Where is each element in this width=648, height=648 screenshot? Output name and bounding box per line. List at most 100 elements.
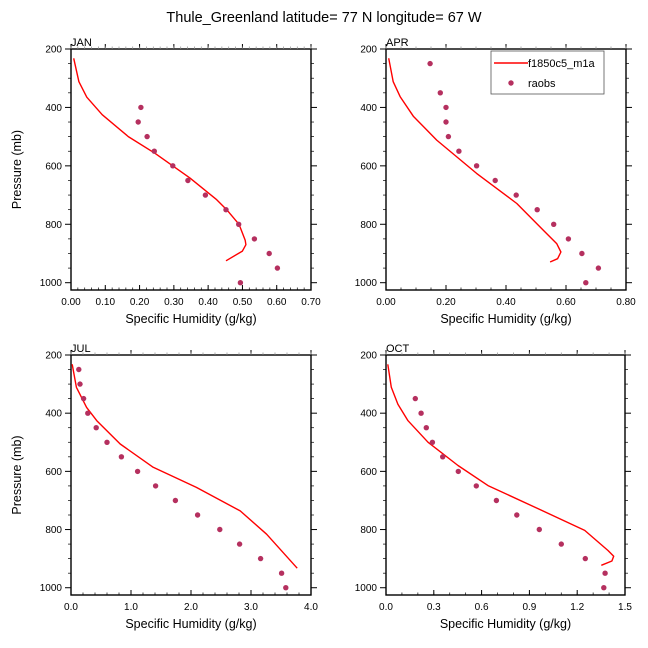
x-tick-label: 0.0 — [379, 602, 393, 613]
y-tick-label: 600 — [45, 467, 62, 478]
x-tick-label: 2.0 — [184, 602, 198, 613]
raobs-point — [223, 207, 229, 213]
raobs-point — [456, 148, 462, 154]
raobs-point — [185, 177, 191, 184]
raobs-point — [274, 265, 281, 271]
raobs-point — [172, 497, 179, 504]
raobs-point — [445, 133, 452, 140]
x-tick-label: 0.40 — [198, 297, 218, 308]
raobs-point — [104, 439, 110, 445]
panel-oct: OCT 0.0 0.3 0.6 0.9 1.2 1.5 200 400 600 800 1000 Spe… — [355, 343, 633, 631]
y-tick-label: 200 — [45, 351, 62, 362]
raobs-point — [582, 555, 588, 562]
y-tick-label: 600 — [45, 161, 62, 172]
x-tick-label: 0.9 — [522, 602, 536, 613]
raobs-point — [440, 454, 446, 460]
raobs-point — [423, 425, 429, 431]
raobs-point — [251, 236, 258, 242]
panel-label: OCT — [386, 343, 410, 355]
x-tick-label: 0.0 — [64, 602, 78, 613]
raobs-point — [601, 585, 607, 591]
raobs-point — [514, 512, 520, 518]
y-tick-label: 800 — [360, 220, 377, 231]
raobs-point — [534, 207, 540, 213]
raobs-point — [427, 60, 433, 67]
x-tick-label: 1.0 — [124, 602, 138, 613]
panel-apr: APR 0.00 0.20 0.40 0.60 0.80 200 400 600 800 1000 S… — [355, 37, 636, 326]
x-axis-label: Specific Humidity (g/kg) — [440, 312, 571, 326]
raobs-point — [595, 265, 602, 271]
raobs-point — [513, 192, 519, 198]
figure-title: Thule_Greenland latitude= 77 N longitude… — [166, 10, 481, 26]
y-tick-label: 600 — [360, 467, 377, 478]
y-tick-label: 400 — [360, 103, 377, 114]
panel-label: JUL — [71, 343, 91, 355]
panel-jan: JAN 0.00 0.10 0.20 0.30 0.40 0.50 0.60 0.70 200 40… — [10, 37, 321, 326]
y-tick-label: 1000 — [40, 583, 63, 594]
raobs-point — [134, 468, 141, 475]
raobs-point — [429, 439, 436, 445]
x-tick-label: 0.50 — [233, 297, 253, 308]
y-tick-label: 600 — [360, 161, 377, 172]
raobs-point — [194, 512, 201, 518]
y-tick-label: 400 — [360, 409, 377, 420]
y-tick-label: 200 — [360, 351, 377, 362]
y-tick-label: 400 — [45, 103, 62, 114]
panel-label: APR — [386, 37, 409, 49]
raobs-point — [455, 468, 461, 475]
plot-frame — [70, 354, 312, 596]
x-tick-label: 0.00 — [376, 297, 396, 308]
x-tick-label: 0.00 — [61, 297, 81, 308]
raobs-point — [236, 541, 243, 547]
raobs-point — [602, 570, 608, 576]
panel-jul: JUL 0.0 1.0 2.0 3.0 4.0 200 400 600 800 1000 Specif… — [10, 343, 318, 631]
raobs-point — [76, 366, 82, 373]
y-tick-label: 200 — [360, 45, 377, 56]
x-tick-label: 0.3 — [427, 602, 441, 613]
y-tick-label: 400 — [45, 409, 62, 420]
model-line-jan — [73, 58, 247, 262]
raobs-point — [93, 425, 99, 431]
raobs-point — [138, 104, 144, 111]
x-tick-label: 4.0 — [304, 602, 318, 613]
y-tick-label: 1000 — [40, 278, 63, 289]
model-line-jul — [71, 364, 298, 569]
x-axis-label: Specific Humidity (g/kg) — [125, 312, 256, 326]
x-tick-label: 0.30 — [164, 297, 184, 308]
raobs-point — [443, 104, 449, 111]
model-line-apr — [388, 58, 562, 263]
raobs-point — [473, 163, 480, 169]
x-tick-label: 0.60 — [556, 297, 576, 308]
panel-label: JAN — [71, 37, 92, 49]
x-tick-label: 1.2 — [570, 602, 584, 613]
raobs-point — [551, 221, 557, 227]
x-tick-label: 0.40 — [496, 297, 516, 308]
x-axis-label: Specific Humidity (g/kg) — [125, 617, 256, 631]
y-tick-label: 1000 — [355, 583, 378, 594]
x-tick-label: 0.60 — [267, 297, 287, 308]
y-axis-label: Pressure (mb) — [10, 130, 24, 209]
x-tick-label: 3.0 — [244, 602, 258, 613]
panels: JAN 0.00 0.10 0.20 0.30 0.40 0.50 0.60 0.70 200 40… — [10, 37, 636, 631]
x-tick-label: 0.70 — [301, 297, 321, 308]
raobs-point — [579, 250, 585, 257]
raobs-point — [202, 192, 209, 198]
x-tick-label: 0.6 — [475, 602, 489, 613]
raobs-point — [170, 163, 176, 169]
raobs-point — [492, 177, 498, 184]
raobs-point — [278, 570, 285, 576]
raobs-point — [583, 280, 589, 286]
raobs-point — [151, 148, 157, 154]
raobs-point — [257, 555, 264, 562]
model-line-oct — [387, 364, 615, 566]
raobs-point — [473, 483, 479, 489]
y-axis-label: Pressure (mb) — [10, 435, 24, 514]
raobs-point — [412, 395, 418, 402]
x-tick-label: 0.10 — [96, 297, 116, 308]
x-tick-label: 0.80 — [616, 297, 636, 308]
x-tick-label: 0.20 — [436, 297, 456, 308]
raobs-point — [77, 381, 83, 387]
legend-label-raobs: raobs — [528, 78, 556, 90]
legend-label-model: f1850c5_m1a — [528, 58, 596, 70]
